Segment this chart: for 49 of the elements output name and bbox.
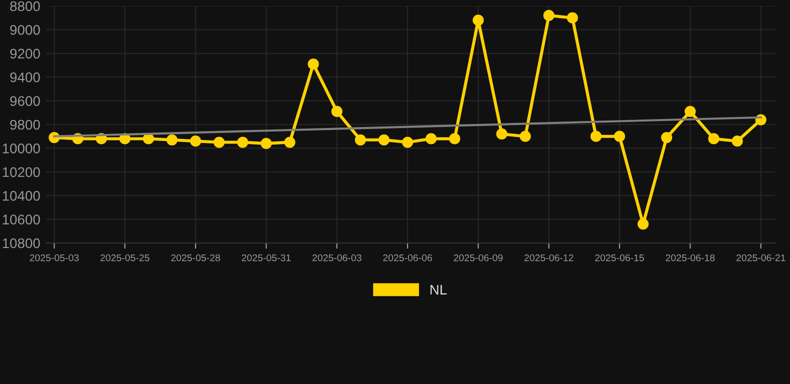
- point: [661, 132, 672, 144]
- point: [331, 106, 342, 118]
- point: [472, 14, 484, 26]
- y-tick-label: 9400: [10, 72, 40, 82]
- point: [732, 136, 743, 147]
- point: [426, 133, 437, 144]
- point: [543, 10, 554, 22]
- point: [449, 133, 460, 144]
- point: [684, 106, 696, 118]
- y-tick-label: 10200: [2, 167, 40, 178]
- point: [614, 130, 626, 142]
- x-tick-label: 2025-05-31: [242, 254, 291, 262]
- y-tick-label: 10600: [2, 214, 40, 224]
- point: [190, 136, 202, 147]
- point: [237, 136, 248, 148]
- x-tick-label: 2025-06-06: [383, 254, 432, 262]
- point: [520, 130, 531, 142]
- point: [566, 12, 578, 24]
- point: [496, 128, 508, 140]
- x-tick-label: 2025-06-15: [595, 254, 644, 262]
- x-tick-label: 2025-05-03: [30, 254, 79, 262]
- x-tick-label: 2025-06-09: [454, 254, 503, 262]
- point: [308, 58, 319, 70]
- point: [708, 133, 720, 144]
- y-tick-label: 9600: [10, 96, 40, 106]
- legend-label: NL: [430, 284, 447, 294]
- y-tick-label: 10800: [2, 238, 40, 248]
- y-tick-label: 10400: [2, 190, 40, 201]
- point: [638, 218, 649, 230]
- x-tick-label: 2025-06-12: [524, 254, 574, 262]
- x-tick-label: 2025-06-18: [666, 254, 715, 262]
- x-tick-label: 2025-05-25: [100, 254, 150, 262]
- y-tick-label: 9200: [10, 48, 40, 59]
- x-tick-label: 2025-06-03: [312, 254, 362, 262]
- point: [214, 136, 225, 148]
- y-tick-label: 10000: [2, 144, 40, 154]
- point: [378, 134, 390, 146]
- point: [354, 134, 366, 146]
- point: [260, 138, 272, 150]
- point: [590, 130, 602, 142]
- x-tick-label: 2025-06-21: [736, 254, 786, 262]
- point: [166, 134, 178, 146]
- y-tick-label: 9800: [10, 120, 40, 130]
- point: [142, 133, 154, 144]
- x-tick-label: 2025-05-28: [171, 254, 220, 262]
- y-tick-label: 8800: [10, 1, 40, 12]
- point: [284, 136, 296, 148]
- y-tick-label: 9000: [10, 25, 40, 35]
- point: [402, 136, 414, 148]
